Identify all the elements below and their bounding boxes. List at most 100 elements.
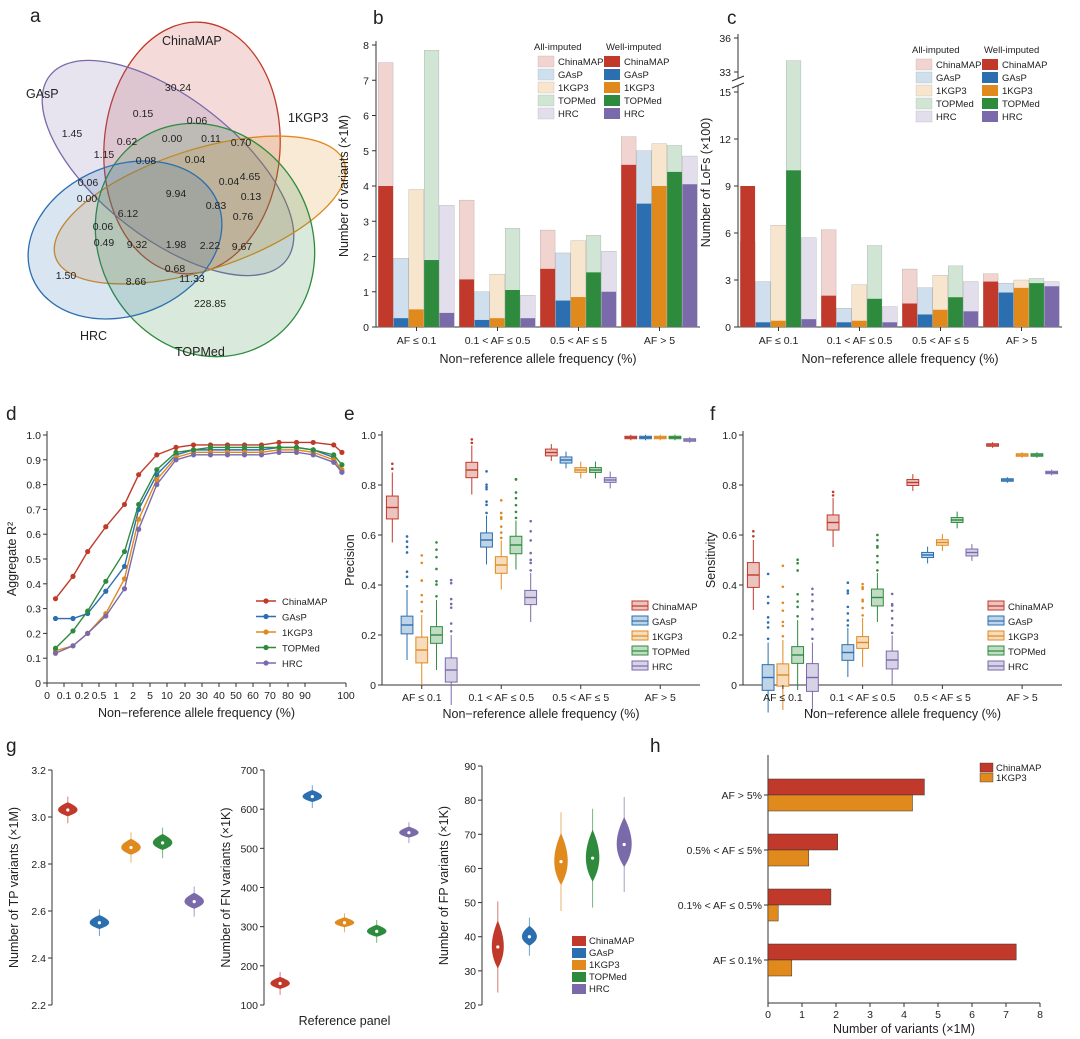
legend-swatch <box>572 960 586 970</box>
bar-well-imputed-hrc <box>882 322 898 327</box>
x-tick-label: AF > 5 <box>1007 692 1038 704</box>
legend-swatch-all <box>915 97 933 110</box>
y-axis-title: Aggregate R² <box>5 522 19 596</box>
x-tick-label: 0 <box>765 1009 771 1021</box>
box-outlier-gasp <box>846 589 850 592</box>
legend-header-all: All-imputed <box>912 45 960 56</box>
legend-header-well: Well-imputed <box>606 42 661 53</box>
data-point-chinamap <box>339 449 345 455</box>
bar-well-imputed-gasp <box>474 319 490 327</box>
y-tick-label: 20 <box>464 1000 476 1012</box>
y-tick-label: 9 <box>725 181 731 193</box>
legend-swatch-well <box>604 56 620 67</box>
x-tick-label: 3 <box>867 1009 873 1021</box>
x-tick-label: 0.2 <box>75 690 90 702</box>
y-tick-label: 30 <box>464 966 476 978</box>
y-tick-label: 0.7 <box>26 504 41 516</box>
legend-label: GAsP <box>1008 617 1033 628</box>
box-outlier-topmed <box>514 491 518 494</box>
panel-letter-g: g <box>6 736 17 757</box>
box-outlier-topmed <box>876 569 879 572</box>
data-point-topmed <box>173 449 179 455</box>
bar-well-imputed-1kgp3 <box>570 297 586 327</box>
y-tick-label: 3 <box>363 216 369 228</box>
box-outlier-topmed <box>796 614 799 618</box>
legend-swatch-well <box>604 108 620 119</box>
y-tick-label: 2.6 <box>31 906 46 918</box>
box-outlier-gasp <box>485 487 488 491</box>
box-outlier-chinamap <box>470 438 474 441</box>
bar-chinamap <box>767 833 838 851</box>
venn-label-1kgp3: 1KGP3 <box>288 111 328 125</box>
y-axis-title: Number of FN variants (×1K) <box>219 807 233 967</box>
y-axis-title: Number of FP variants (×1K) <box>437 806 451 965</box>
box-outlier-1kgp3 <box>861 614 864 617</box>
bar-well-imputed-chinamap <box>621 164 637 327</box>
y-tick-label: 0.2 <box>722 630 737 642</box>
box-outlier-hrc <box>449 602 453 606</box>
box-outlier-gasp <box>405 545 409 549</box>
box-outlier-topmed <box>435 579 438 583</box>
legend-label-well: GAsP <box>624 70 649 81</box>
panel-letter-e: e <box>344 404 355 425</box>
legend-label-well: 1KGP3 <box>624 83 655 94</box>
legend-label: HRC <box>589 984 610 995</box>
venn-value: 228.85 <box>194 298 226 310</box>
bar-well-imputed-topmed <box>948 297 963 327</box>
y-tick-label: 8 <box>363 40 369 52</box>
x-tick-label: 0 <box>44 690 50 702</box>
box-outlier-chinamap <box>470 441 474 445</box>
data-point-topmed <box>52 645 59 651</box>
x-tick-label: 10 <box>161 690 173 702</box>
box-outlier-gasp <box>766 637 770 641</box>
legend-label: 1KGP3 <box>1008 632 1039 643</box>
venn-values: 30.24 1.45 4.65 228.85 1.50 0.15 0.06 0.00 0.11 0… <box>56 82 262 310</box>
panel-g-fp-chart: 20 30 40 50 60 70 80 90 Number of FP variants (×… <box>437 761 634 1012</box>
box-outlier-1kgp3 <box>420 600 424 604</box>
legend-label: 1KGP3 <box>589 960 620 971</box>
y-tick-label: 0.2 <box>361 630 376 642</box>
x-tick-label: 6 <box>969 1009 975 1021</box>
data-point-1kgp3 <box>121 576 128 582</box>
violin-median-hrc <box>192 900 196 904</box>
box-outlier-1kgp3 <box>420 609 424 613</box>
box-outlier-chinamap <box>752 529 755 533</box>
box-outlier-gasp <box>846 605 850 609</box>
violin-chinamap <box>491 920 504 969</box>
legend-header-well: Well-imputed <box>984 45 1039 56</box>
data-point-chinamap <box>190 442 197 448</box>
y-tick-label: 5 <box>363 146 369 158</box>
legend-label-all: 1KGP3 <box>558 83 589 94</box>
venn-value: 0.00 <box>77 193 98 205</box>
box-outlier-gasp <box>766 595 770 599</box>
venn-value: 0.13 <box>241 191 262 203</box>
box-outlier-gasp <box>766 626 770 629</box>
venn-value: 0.70 <box>231 137 252 149</box>
box-outlier-topmed <box>796 569 799 572</box>
legend-marker <box>263 644 269 651</box>
y-axis-title: Number of LoFs (×100) <box>699 118 713 248</box>
y-tick-label: 2.4 <box>31 953 46 965</box>
legend-label-well: 1KGP3 <box>1002 86 1033 97</box>
bar-well-imputed-hrc <box>963 311 979 327</box>
legend-swatch <box>572 936 586 946</box>
box-outlier-topmed <box>876 561 879 564</box>
data-point-chinamap <box>103 524 109 530</box>
box-outlier-topmed <box>514 510 518 514</box>
data-point-gasp <box>70 615 76 622</box>
x-tick-label: 5 <box>147 690 153 702</box>
data-point-hrc <box>103 613 109 619</box>
panel-letter-f: f <box>710 404 716 425</box>
box-outlier-hrc <box>811 608 814 611</box>
violin-median-hrc <box>407 831 411 835</box>
x-tick-label: 7 <box>1003 1009 1009 1021</box>
legend-label: ChinaMAP <box>589 936 634 947</box>
y-tick-label: 90 <box>464 761 476 773</box>
legend-label: 1KGP3 <box>996 773 1027 784</box>
bar-well-imputed-chinamap <box>459 279 475 327</box>
y-tick-label: 36 <box>719 33 731 45</box>
venn-set-chinamap <box>103 21 281 275</box>
data-point-topmed <box>207 444 214 450</box>
